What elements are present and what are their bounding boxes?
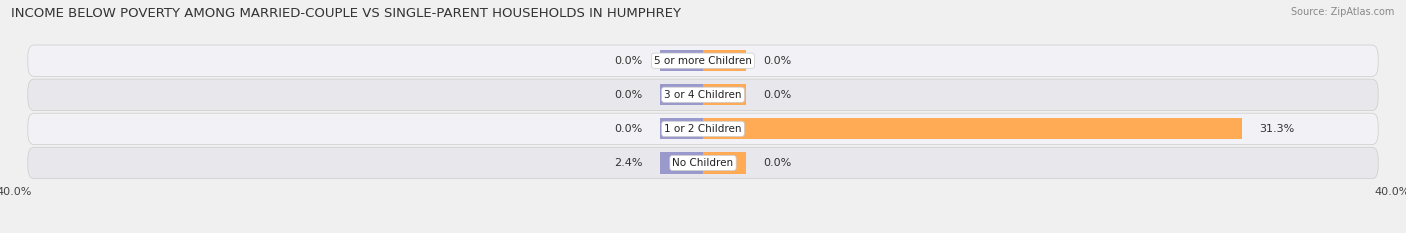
Bar <box>703 118 747 140</box>
Text: No Children: No Children <box>672 158 734 168</box>
Text: 0.0%: 0.0% <box>614 90 643 100</box>
Text: 5 or more Children: 5 or more Children <box>654 56 752 66</box>
Text: 2.4%: 2.4% <box>614 158 643 168</box>
Text: 3 or 4 Children: 3 or 4 Children <box>664 90 742 100</box>
Text: 0.0%: 0.0% <box>763 56 792 66</box>
Bar <box>662 152 703 174</box>
Text: Source: ZipAtlas.com: Source: ZipAtlas.com <box>1291 7 1395 17</box>
FancyBboxPatch shape <box>28 79 1378 110</box>
Bar <box>703 152 747 174</box>
Bar <box>659 50 703 71</box>
Text: 1 or 2 Children: 1 or 2 Children <box>664 124 742 134</box>
Text: INCOME BELOW POVERTY AMONG MARRIED-COUPLE VS SINGLE-PARENT HOUSEHOLDS IN HUMPHRE: INCOME BELOW POVERTY AMONG MARRIED-COUPL… <box>11 7 682 20</box>
FancyBboxPatch shape <box>28 147 1378 179</box>
Text: 0.0%: 0.0% <box>763 90 792 100</box>
FancyBboxPatch shape <box>28 45 1378 76</box>
FancyBboxPatch shape <box>28 113 1378 144</box>
Text: 31.3%: 31.3% <box>1260 124 1295 134</box>
Text: 0.0%: 0.0% <box>614 124 643 134</box>
Bar <box>703 118 1241 140</box>
Bar <box>703 50 747 71</box>
Bar <box>659 118 703 140</box>
Bar <box>703 84 747 105</box>
Bar <box>659 152 703 174</box>
Text: 0.0%: 0.0% <box>763 158 792 168</box>
Text: 0.0%: 0.0% <box>614 56 643 66</box>
Bar <box>659 84 703 105</box>
